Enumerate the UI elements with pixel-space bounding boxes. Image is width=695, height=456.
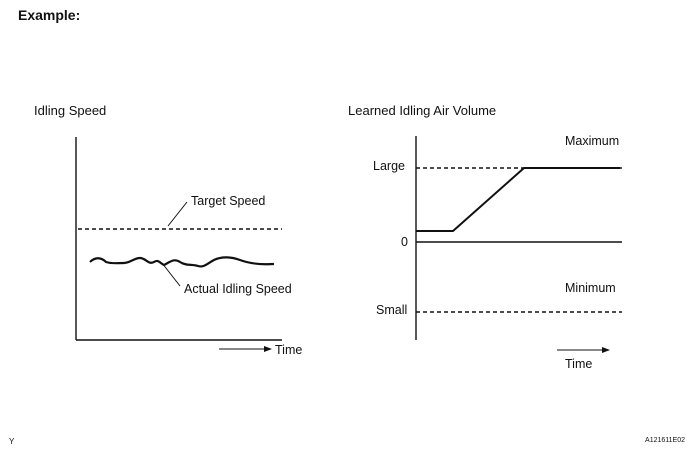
- target-speed-leader: [167, 201, 188, 227]
- corner-mark: Y: [9, 437, 15, 446]
- left-time-label: Time: [275, 343, 303, 357]
- learned-air-volume-chart: [415, 136, 622, 353]
- learned-air-volume-curve: [416, 167, 620, 232]
- maximum-label: Maximum: [565, 134, 620, 148]
- idling-speed-title: Idling Speed: [34, 103, 107, 118]
- idling-speed-chart: [75, 137, 282, 352]
- large-label: Large: [373, 159, 405, 173]
- minimum-label: Minimum: [565, 281, 616, 295]
- example-heading: Example:: [18, 7, 81, 23]
- learned-air-volume-title: Learned Idling Air Volume: [348, 103, 497, 118]
- actual-speed-leader: [161, 262, 181, 287]
- actual-idling-speed-curve: [89, 256, 275, 268]
- target-speed-label: Target Speed: [191, 194, 266, 208]
- right-time-label: Time: [565, 357, 593, 371]
- figure-code: A121611E02: [645, 437, 685, 444]
- actual-idling-speed-label: Actual Idling Speed: [184, 282, 292, 296]
- small-label: Small: [376, 303, 408, 317]
- zero-label: 0: [401, 235, 408, 249]
